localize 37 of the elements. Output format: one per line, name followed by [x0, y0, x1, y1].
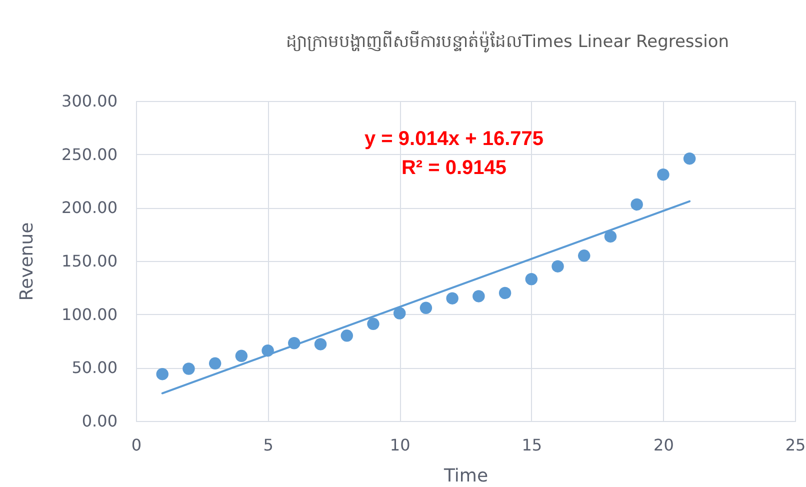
y-tick-label: 50.00 [72, 358, 118, 378]
x-tick-label: 15 [522, 436, 542, 454]
y-tick-label: 0.00 [82, 412, 118, 430]
y-tick-label: 150.00 [62, 252, 118, 270]
y-axis-title: Revenue [16, 222, 38, 301]
annotation: y = 9.014x + 16.775 [364, 128, 544, 150]
x-tick-label: 0 [131, 436, 142, 454]
y-tick-label: 100.00 [62, 304, 118, 324]
point [393, 307, 406, 320]
point [446, 292, 458, 304]
point [552, 260, 564, 272]
point [683, 152, 696, 165]
point [340, 330, 354, 342]
x-tick-label: 20 [654, 436, 674, 454]
point [498, 286, 512, 300]
point [208, 357, 222, 370]
point [630, 198, 643, 211]
point [472, 290, 485, 302]
x-tick-label: 10 [390, 436, 410, 454]
point [367, 318, 380, 330]
point [657, 168, 670, 181]
chart-title: ដ្យាក្រាមបង្ហាញពីសមីការបន្ទាត់ម៉ូដែលTimes Linear Regression [286, 30, 730, 53]
x-tick-label: 5 [263, 436, 274, 454]
x-axis-title: Time [442, 466, 488, 486]
y-tick-label: 250.00 [62, 144, 118, 164]
point [420, 302, 432, 314]
point [156, 368, 168, 380]
point [604, 230, 617, 243]
point [525, 273, 538, 286]
point [182, 362, 195, 375]
x-tick-label: 25 [785, 436, 806, 454]
y-tick-label: 300.00 [62, 92, 118, 110]
annotation: R² = 0.9145 [401, 157, 507, 179]
point [578, 250, 590, 262]
y-tick-label: 200.00 [62, 198, 118, 218]
point [235, 350, 248, 362]
point [314, 338, 327, 350]
